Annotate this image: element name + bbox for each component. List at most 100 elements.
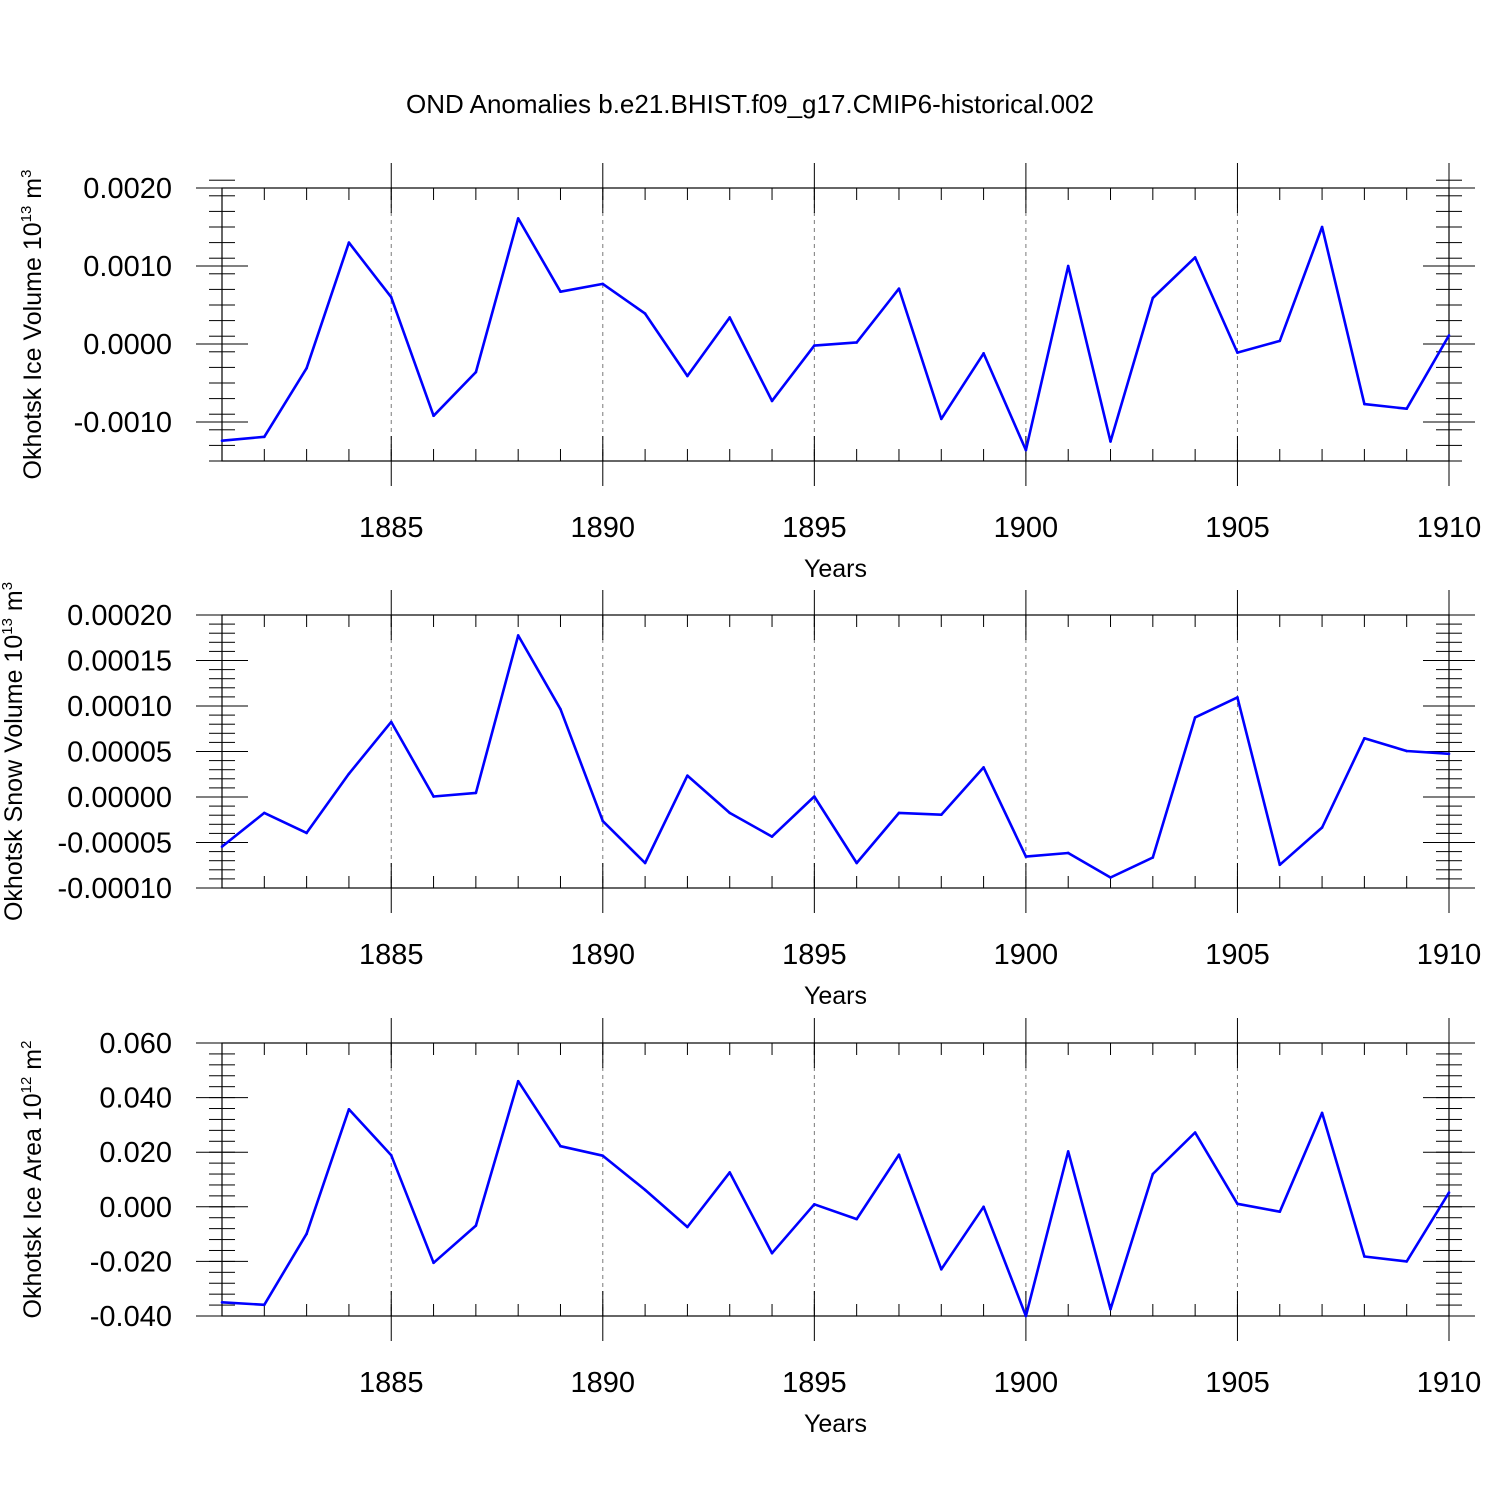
data-point bbox=[305, 366, 308, 370]
y-axis-label-part: Okhotsk Ice Volume 10 bbox=[19, 222, 47, 479]
data-point bbox=[643, 1188, 647, 1192]
data-point bbox=[686, 774, 689, 777]
data-point bbox=[305, 831, 308, 835]
data-point bbox=[516, 634, 520, 637]
data-point bbox=[474, 370, 478, 374]
x-tick-label: 1905 bbox=[1205, 939, 1270, 971]
y-axis-label-part: 13 bbox=[0, 618, 16, 635]
x-tick-label: 1890 bbox=[571, 1367, 636, 1399]
data-point bbox=[601, 1154, 605, 1158]
x-tick-label: 1900 bbox=[994, 512, 1059, 544]
data-point bbox=[1151, 1172, 1155, 1176]
x-tick-label: 1895 bbox=[782, 1367, 847, 1399]
data-point bbox=[601, 282, 605, 286]
x-tick-label: 1905 bbox=[1205, 1367, 1270, 1399]
data-point bbox=[813, 344, 816, 347]
data-point bbox=[1109, 876, 1112, 879]
data-point bbox=[1447, 1191, 1451, 1194]
data-point bbox=[432, 414, 435, 418]
data-point bbox=[813, 1203, 816, 1206]
y-axis-label: Okhotsk Snow Volume 1013 m3 bbox=[0, 582, 28, 921]
data-point bbox=[347, 241, 351, 244]
x-tick-label: 1890 bbox=[571, 512, 636, 544]
data-point bbox=[516, 1079, 520, 1083]
plot-frame bbox=[221, 614, 1450, 889]
y-axis-label-part: m bbox=[0, 590, 28, 618]
data-point bbox=[1405, 749, 1408, 753]
data-point bbox=[1363, 737, 1366, 740]
y-tick-label: 0.0020 bbox=[83, 173, 172, 205]
data-point bbox=[686, 1225, 689, 1229]
data-point bbox=[263, 435, 266, 439]
data-point bbox=[1405, 1260, 1408, 1263]
data-point bbox=[728, 1171, 732, 1174]
y-axis-label-part: m bbox=[19, 1049, 47, 1077]
chart-title: OND Anomalies b.e21.BHIST.f09_g17.CMIP6-… bbox=[406, 89, 1094, 119]
data-point bbox=[1278, 1210, 1282, 1214]
y-tick-label: 0.040 bbox=[99, 1083, 172, 1115]
data-point bbox=[855, 1217, 858, 1221]
y-axis-label-part: 3 bbox=[0, 582, 16, 590]
data-point bbox=[559, 290, 562, 294]
x-tick-label: 1900 bbox=[994, 939, 1059, 971]
x-tick-label: 1885 bbox=[359, 939, 424, 971]
data-point bbox=[982, 766, 985, 769]
y-axis-label-part: 3 bbox=[18, 170, 35, 178]
panel-2: -0.00010 -0.00005 0.00000 0.00005 0.00010 0.0… bbox=[0, 582, 1481, 1010]
x-tick-label: 1910 bbox=[1417, 512, 1482, 544]
x-axis-label: Years bbox=[804, 982, 867, 1010]
data-point bbox=[1447, 752, 1451, 756]
x-tick-label: 1895 bbox=[782, 512, 847, 544]
data-point bbox=[1193, 716, 1197, 719]
x-tick-label: 1895 bbox=[782, 939, 847, 971]
data-point bbox=[263, 811, 266, 815]
x-tick-label: 1890 bbox=[571, 939, 636, 971]
y-tick-label: 0.00000 bbox=[67, 782, 172, 814]
data-point bbox=[1320, 826, 1324, 829]
data-point bbox=[389, 720, 393, 724]
data-point bbox=[432, 795, 435, 798]
data-point bbox=[1066, 264, 1070, 268]
data-point bbox=[347, 1108, 351, 1111]
data-point bbox=[220, 1301, 224, 1304]
data-point bbox=[855, 861, 858, 865]
data-point bbox=[939, 813, 943, 817]
y-tick-label: 0.00015 bbox=[67, 646, 172, 678]
data-point bbox=[1066, 851, 1070, 855]
data-point bbox=[939, 1268, 943, 1271]
y-tick-label: 0.000 bbox=[99, 1192, 172, 1224]
data-point bbox=[389, 1153, 393, 1157]
data-point bbox=[601, 819, 605, 823]
data-point bbox=[1320, 225, 1324, 229]
data-point bbox=[643, 861, 647, 865]
data-point bbox=[559, 1144, 562, 1148]
data-point bbox=[1363, 402, 1366, 406]
y-tick-label: 0.00010 bbox=[67, 691, 172, 723]
y-tick-label: -0.040 bbox=[90, 1301, 172, 1333]
data-point bbox=[220, 845, 224, 848]
data-point bbox=[559, 707, 562, 711]
x-axis-label: Years bbox=[804, 1410, 867, 1438]
y-tick-label: 0.060 bbox=[99, 1028, 172, 1060]
data-point bbox=[1278, 863, 1282, 867]
data-point bbox=[939, 417, 943, 421]
y-axis-label-part: 13 bbox=[18, 206, 35, 223]
data-point bbox=[1363, 1255, 1366, 1258]
data-point bbox=[770, 1251, 774, 1255]
data-point bbox=[347, 772, 351, 776]
y-tick-label: 0.0000 bbox=[83, 329, 172, 361]
data-point bbox=[1024, 1314, 1028, 1318]
panel-3: -0.040 -0.020 0.000 0.020 0.040 0.060 1885 1890… bbox=[18, 1018, 1481, 1438]
data-point bbox=[474, 791, 478, 795]
y-axis-label-part: m bbox=[19, 178, 47, 206]
data-point bbox=[1024, 448, 1028, 452]
data-point bbox=[1193, 256, 1197, 259]
y-axis-label: Okhotsk Ice Area 1012 m2 bbox=[18, 1041, 47, 1319]
data-point bbox=[813, 795, 816, 798]
data-point bbox=[432, 1261, 435, 1265]
y-axis-label-part: 12 bbox=[18, 1077, 35, 1094]
data-point bbox=[770, 399, 774, 403]
plot-frame bbox=[221, 187, 1450, 462]
y-tick-label: 0.00020 bbox=[67, 600, 172, 632]
